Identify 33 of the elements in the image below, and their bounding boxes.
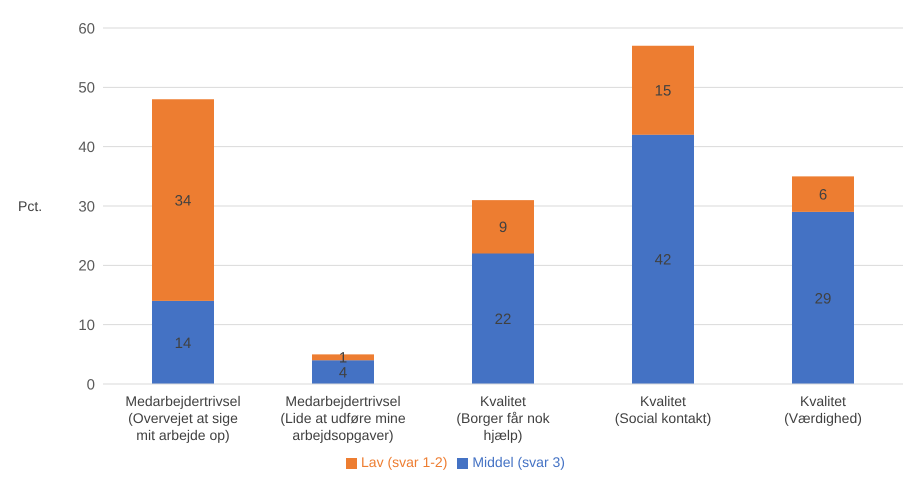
y-tick-label: 0 (86, 376, 95, 394)
x-tick-label: Medarbejdertrivsel (Overvejet at sige mit arbejde op) (125, 393, 241, 443)
bar (312, 354, 374, 360)
legend-label: Lav (svar 1-2) (361, 454, 448, 470)
bar (152, 300, 214, 384)
y-axis-title: Pct. (18, 198, 42, 214)
bar (632, 46, 694, 135)
bar (472, 253, 534, 384)
data-label: 14 (174, 334, 192, 352)
x-tick-label: Kvalitet (Social kontakt) (614, 393, 712, 426)
bar (152, 99, 214, 301)
data-label: 42 (654, 252, 672, 269)
bar (792, 212, 854, 384)
y-tick-label: 60 (78, 20, 95, 38)
data-label: 22 (494, 311, 512, 328)
data-label: 4 (338, 364, 348, 382)
bar (792, 176, 854, 212)
x-tick-label: Kvalitet (Borger får nok hjælp) (456, 393, 551, 443)
y-tick-label: 50 (78, 80, 95, 97)
y-tick-label: 10 (78, 316, 95, 334)
y-tick-label: 30 (78, 198, 95, 216)
data-label: 9 (498, 219, 508, 236)
bar (472, 200, 534, 254)
y-tick-label: 40 (78, 138, 95, 156)
legend-label: Middel (svar 3) (472, 454, 565, 470)
x-tick-label: Medarbejdertrivsel (Lide at udføre mine arbejdsopgaver) (280, 393, 406, 443)
bar (632, 134, 694, 384)
data-label: 6 (818, 186, 828, 204)
y-tick-label: 20 (78, 258, 95, 275)
data-label: 15 (654, 82, 672, 100)
data-label: 29 (814, 290, 832, 308)
x-tick-label: Kvalitet (Værdighed) (784, 393, 862, 426)
data-label: 34 (174, 192, 192, 210)
